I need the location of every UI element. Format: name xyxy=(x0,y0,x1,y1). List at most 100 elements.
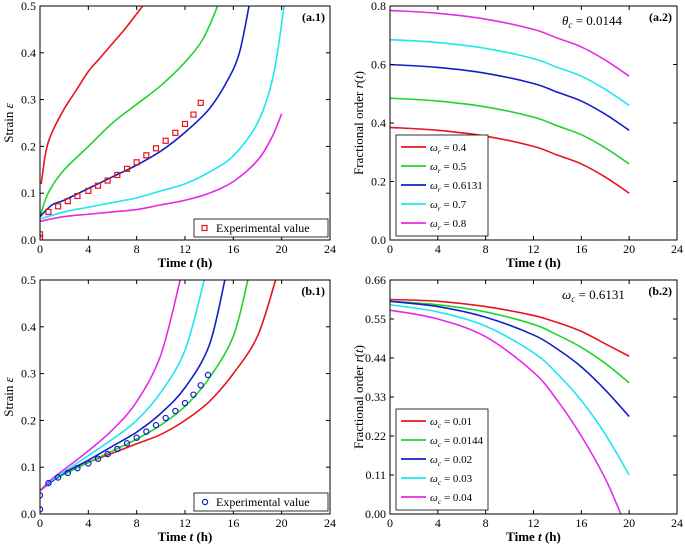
symbol-subscript: c xyxy=(568,20,572,30)
label-part: t xyxy=(538,529,542,544)
symbol-value: = 0.7 xyxy=(441,199,467,211)
series-line xyxy=(40,280,181,492)
x-tick-label: 16 xyxy=(227,516,239,530)
y-axis-label: Strain ε xyxy=(1,102,16,142)
y-tick-label: 0.66 xyxy=(365,273,386,287)
symbol: ω xyxy=(430,435,438,447)
data-point xyxy=(54,474,62,481)
legend-label: ωr = 0.7 xyxy=(430,199,467,213)
label-part: ε xyxy=(1,376,16,382)
x-tick-label: 16 xyxy=(575,242,587,256)
label-part: Time xyxy=(158,529,187,544)
label-part: r xyxy=(351,82,366,88)
data-point xyxy=(114,445,121,453)
y-tick-label: 0.3 xyxy=(21,93,36,107)
legend-label: ωc = 0.02 xyxy=(430,454,472,468)
legend-marker xyxy=(201,498,209,506)
y-tick-label: 0.6 xyxy=(371,58,386,72)
legend-box xyxy=(193,218,329,238)
series-line xyxy=(390,309,622,514)
label-part: t xyxy=(190,255,194,270)
label-part: Strain xyxy=(1,111,16,143)
symbol-value: = 0.01 xyxy=(441,416,472,428)
series-line xyxy=(390,38,630,107)
symbol: ω xyxy=(430,180,438,192)
series-line xyxy=(40,6,219,217)
legend-label: Experimental value xyxy=(216,221,310,235)
y-tick-label: 0.0 xyxy=(21,233,36,247)
data-point xyxy=(123,440,131,447)
label-part: Strain xyxy=(1,385,16,417)
symbol: ω xyxy=(430,492,438,504)
x-tick-label: 20 xyxy=(276,242,288,256)
label-part: Time xyxy=(506,255,535,270)
panel-label: (a.2) xyxy=(649,10,672,24)
x-tick-label: 20 xyxy=(276,516,288,530)
label-part: Fractional xyxy=(351,122,366,175)
data-point xyxy=(197,99,204,106)
x-tick-label: 24 xyxy=(324,242,336,256)
data-point xyxy=(172,407,179,415)
data-point xyxy=(143,152,150,159)
x-tick-label: 24 xyxy=(671,516,683,530)
x-tick-label: 12 xyxy=(179,242,191,256)
y-tick-label: 0.0 xyxy=(371,233,386,247)
label-part: h xyxy=(201,255,209,270)
x-tick-label: 8 xyxy=(483,516,489,530)
y-axis-label: Fractional order r(t) xyxy=(351,345,366,449)
legend-label: ωr = 0.8 xyxy=(430,218,467,232)
label-part: h xyxy=(201,529,209,544)
x-tick-label: 0 xyxy=(387,516,393,530)
label-part: t xyxy=(351,75,366,79)
y-tick-label: 0.0 xyxy=(21,507,36,521)
symbol: θ xyxy=(562,13,569,28)
x-axis-label: Time t (h) xyxy=(506,529,561,544)
x-tick-label: 4 xyxy=(85,242,91,256)
series-line xyxy=(40,280,249,492)
series-group xyxy=(390,9,630,194)
legend-marker xyxy=(201,224,208,232)
symbol-value: = 0.0144 xyxy=(441,435,483,447)
symbol-value: = 0.03 xyxy=(441,473,472,485)
label-part: ) xyxy=(351,71,366,75)
x-tick-label: 0 xyxy=(37,516,43,530)
series-line xyxy=(390,298,630,357)
data-point xyxy=(162,414,169,422)
label-part: ( xyxy=(351,353,366,357)
series-line xyxy=(40,6,285,220)
label-part: ( xyxy=(351,79,366,83)
data-point xyxy=(55,203,62,210)
series-line xyxy=(390,126,630,194)
panel-b2: 0 4 8 12 16 20 24 0.00 0.11 0.22 0.33 0.44 0.55 0.66 T… xyxy=(351,273,683,544)
x-tick-label: 12 xyxy=(528,516,540,530)
x-tick-label: 24 xyxy=(671,242,683,256)
symbol: ω xyxy=(562,287,571,302)
data-point xyxy=(85,460,92,467)
x-tick-label: 24 xyxy=(324,516,336,530)
data-point xyxy=(190,111,197,118)
legend-box xyxy=(395,408,489,511)
data-point xyxy=(114,171,121,179)
symbol-subscript: r xyxy=(438,185,442,194)
symbol: ω xyxy=(430,142,438,154)
y-tick-label: 0.1 xyxy=(21,186,36,200)
x-tick-label: 4 xyxy=(435,242,441,256)
symbol-subscript: c xyxy=(438,440,442,449)
series-line xyxy=(390,97,630,165)
y-tick-label: 0.4 xyxy=(21,320,36,334)
symbol-value: = 0.4 xyxy=(441,142,467,154)
symbol: ω xyxy=(430,416,438,428)
symbol-value: = 0.04 xyxy=(441,492,472,504)
axes-frame xyxy=(39,279,331,515)
y-tick-label: 0.4 xyxy=(371,116,386,130)
panel-b1: 0 4 8 12 16 20 24 0.0 0.1 0.2 0.3 0.4 0.5 Time t (h) S… xyxy=(1,273,336,544)
series-group xyxy=(40,6,285,223)
data-point xyxy=(74,192,81,200)
data-point xyxy=(190,391,197,398)
label-part: ε xyxy=(1,102,16,108)
x-tick-label: 20 xyxy=(623,242,635,256)
symbol-value: = 0.6131 xyxy=(441,180,483,192)
x-tick-label: 16 xyxy=(575,516,587,530)
symbol-value: = 0.0144 xyxy=(572,13,622,28)
